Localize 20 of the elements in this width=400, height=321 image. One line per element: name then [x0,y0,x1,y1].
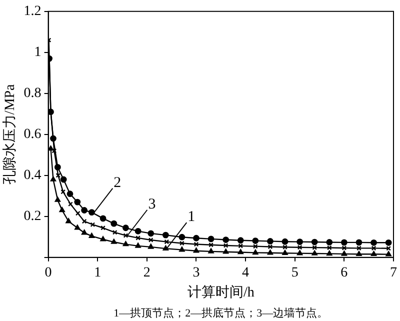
y-tick-label: 1.2 [24,4,42,20]
annotation: 1 [188,209,196,226]
annotation: 2 [114,174,122,191]
x-tick-label: 5 [291,265,298,280]
y-tick-label: 0.4 [24,168,42,184]
annotation: 3 [148,196,156,212]
x-tick-label: 4 [242,265,250,280]
y-tick-label: 0.6 [24,127,42,142]
x-tick-label: 2 [143,265,150,280]
y-tick-label: 0.8 [24,86,42,102]
x-tick-label: 1 [94,265,102,280]
x-axis-title: 计算时间/h [187,284,254,300]
x-tick-label: 0 [44,265,52,280]
x-tick-label: 7 [390,265,397,280]
x-tick-label: 6 [340,265,348,280]
text: 1—拱顶节点；2—拱底节点；3—边墙节点。 [114,306,328,320]
y-tick-label: 1 [34,45,42,60]
x-tick-label: 3 [192,265,200,280]
y-tick-label: 0.2 [24,209,42,224]
y-axis-title: 孔隙水压力/MPa [2,83,18,185]
